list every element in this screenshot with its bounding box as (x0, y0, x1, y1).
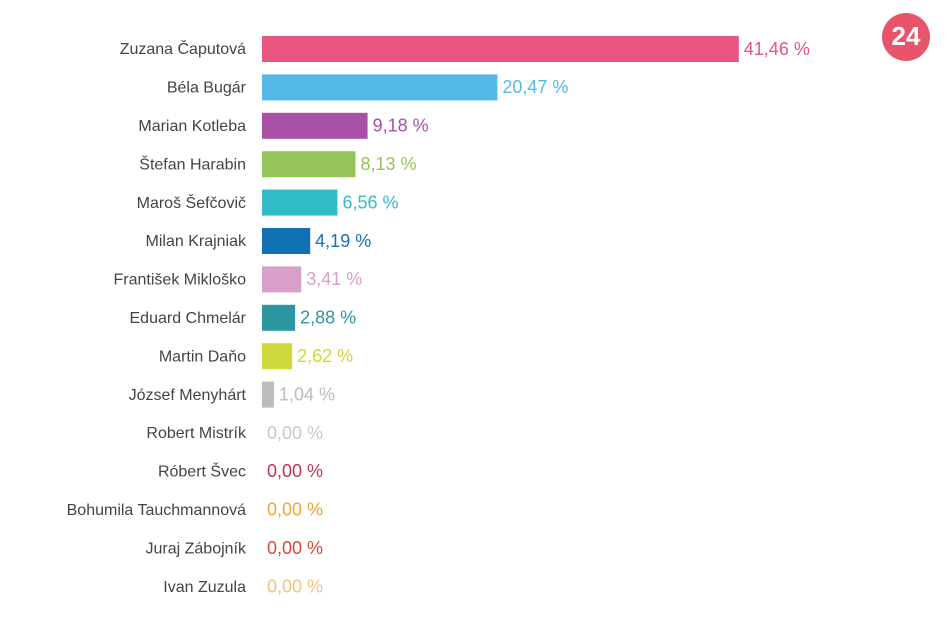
value-label: 0,00 % (267, 538, 323, 558)
logo: 24 (892, 21, 921, 51)
category-label: Eduard Chmelár (130, 310, 247, 327)
logo-badge (882, 13, 930, 61)
value-label: 2,62 % (297, 346, 353, 366)
value-label: 8,13 % (360, 154, 416, 174)
bar (262, 343, 293, 370)
value-label: 6,56 % (342, 192, 398, 212)
category-label: József Menyhárt (129, 387, 247, 404)
value-label: 41,46 % (744, 39, 810, 59)
value-label: 3,41 % (306, 269, 362, 289)
value-label: 0,00 % (267, 576, 323, 596)
bar (262, 266, 302, 293)
category-label: Marian Kotleba (138, 118, 246, 135)
category-label: František Mikloško (114, 272, 247, 289)
value-label: 20,47 % (502, 77, 568, 97)
bar (262, 304, 296, 331)
category-label: Bohumila Tauchmannová (67, 502, 246, 519)
bar (262, 381, 274, 408)
value-label: 0,00 % (267, 461, 323, 481)
category-label: Milan Krajniak (146, 233, 247, 250)
value-label: 9,18 % (373, 116, 429, 136)
category-label: Zuzana Čaputová (120, 39, 246, 58)
category-label: Róbert Švec (158, 462, 246, 481)
bar (262, 228, 311, 254)
category-label: Štefan Harabin (139, 154, 246, 173)
bar (262, 36, 739, 62)
category-label: Martin Daňo (159, 348, 246, 365)
category-label: Robert Mistrík (146, 425, 247, 442)
value-label: 1,04 % (279, 384, 335, 404)
bar (262, 189, 338, 216)
category-label: Maroš Šefčovič (137, 193, 246, 212)
value-label: 2,88 % (300, 308, 356, 328)
category-label: Béla Bugár (167, 80, 247, 97)
bar (262, 74, 498, 101)
value-label: 4,19 % (315, 231, 371, 251)
category-label: Ivan Zuzula (163, 579, 246, 596)
bar (262, 151, 356, 178)
value-label: 0,00 % (267, 423, 323, 443)
category-label: Juraj Zábojník (146, 540, 247, 557)
value-label: 0,00 % (267, 500, 323, 520)
bar (262, 112, 368, 139)
